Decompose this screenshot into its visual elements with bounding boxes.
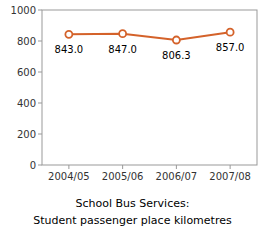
y-tick <box>38 103 42 104</box>
data-label: 843.0 <box>55 44 84 55</box>
y-tick-label: 600 <box>17 67 36 78</box>
subtitle: Student passenger place kilometres <box>33 214 232 227</box>
y-tick <box>38 165 42 166</box>
y-tick <box>38 134 42 135</box>
y-tick <box>38 41 42 42</box>
data-label: 806.3 <box>162 50 191 61</box>
y-tick-label: 400 <box>17 98 36 109</box>
x-tick <box>68 165 69 169</box>
data-label: 857.0 <box>216 42 245 53</box>
marker <box>173 37 180 44</box>
x-tick-label: 2006/07 <box>156 171 198 182</box>
x-tick <box>230 165 231 169</box>
title: School Bus Services: <box>76 197 190 210</box>
y-tick-label: 0 <box>30 160 36 171</box>
marker <box>119 30 126 37</box>
series-group <box>65 29 233 44</box>
x-tick-label: 2004/05 <box>48 171 90 182</box>
x-tick-label: 2005/06 <box>102 171 144 182</box>
chart-svg: 0 200 400 600 800 1000 2004/05 2005/06 2006/07 20… <box>0 0 265 250</box>
y-tick-label: 800 <box>17 36 36 47</box>
y-tick <box>38 10 42 11</box>
data-label: 847.0 <box>108 44 137 55</box>
y-tick-label: 1000 <box>11 5 36 16</box>
chart-container: 0 200 400 600 800 1000 2004/05 2005/06 2006/07 20… <box>0 0 265 250</box>
marker <box>65 31 72 38</box>
x-tick-label: 2007/08 <box>209 171 251 182</box>
y-tick-label: 200 <box>17 129 36 140</box>
marker <box>227 29 234 36</box>
x-tick <box>176 165 177 169</box>
plot-frame <box>42 10 257 165</box>
x-tick <box>122 165 123 169</box>
y-tick <box>38 72 42 73</box>
series-line <box>69 32 230 40</box>
